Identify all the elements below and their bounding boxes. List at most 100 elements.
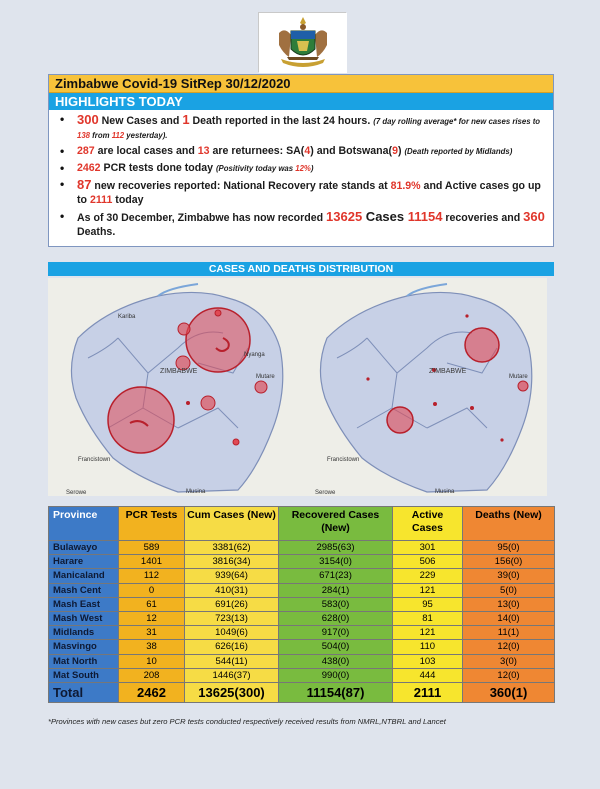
cell-province: Masvingo <box>48 639 119 655</box>
map-label-francistown: Francistown <box>78 457 110 463</box>
cell-province: Harare <box>48 554 119 570</box>
cell-active: 506 <box>392 554 463 570</box>
cell-recovered: 284(1) <box>278 582 393 598</box>
highlight-pcr-tests: 2462 PCR tests done today (Positivity to… <box>60 162 545 176</box>
map-label-nyanga: Nyanga <box>244 352 265 358</box>
cases-map: ZIMBABWE Francistown Serowe Musina Mutar… <box>48 278 298 496</box>
table-body: Bulawayo 589 3381(62) 2985(63) 301 95(0) Harar… <box>48 539 555 683</box>
province-table: Province PCR Tests Cum Cases (New) Recov… <box>48 506 555 703</box>
highlight-local-returnees: 287 are local cases and 13 are returnees… <box>60 145 545 159</box>
sitrep-box: Zimbabwe Covid-19 SitRep 30/12/2020 HIGH… <box>48 74 554 247</box>
cell-deaths: 39(0) <box>462 568 555 584</box>
cell-recovered: 3154(0) <box>278 554 393 570</box>
deaths-map: ZIMBABWE Francistown Serowe Musina Mutar… <box>297 278 547 496</box>
total-active: 2111 <box>392 681 463 703</box>
distribution-heading: CASES AND DEATHS DISTRIBUTION <box>48 262 554 276</box>
map-label-francistown: Francistown <box>327 457 359 463</box>
map-label-serowe: Serowe <box>315 490 336 496</box>
cell-deaths: 5(0) <box>462 582 555 598</box>
cell-pcr: 61 <box>118 596 185 612</box>
cell-province: Manicaland <box>48 568 119 584</box>
cell-pcr: 112 <box>118 568 185 584</box>
cell-active: 121 <box>392 625 463 641</box>
cell-active: 95 <box>392 596 463 612</box>
cell-recovered: 990(0) <box>278 667 393 683</box>
cell-cum: 1049(6) <box>184 625 279 641</box>
cell-pcr: 31 <box>118 625 185 641</box>
table-row: Mash Cent 0 410(31) 284(1) 121 5(0) <box>48 582 555 598</box>
table-row: Mash East 61 691(26) 583(0) 95 13(0) <box>48 596 555 612</box>
cell-cum: 691(26) <box>184 596 279 612</box>
cell-pcr: 208 <box>118 667 185 683</box>
cell-recovered: 2985(63) <box>278 539 393 556</box>
cell-active: 81 <box>392 610 463 627</box>
cell-deaths: 156(0) <box>462 554 555 570</box>
table-row: Midlands 31 1049(6) 917(0) 121 11(1) <box>48 625 555 641</box>
cell-recovered: 504(0) <box>278 639 393 655</box>
header-province: Province <box>48 506 119 541</box>
cell-deaths: 13(0) <box>462 596 555 612</box>
header-recovered: Recovered Cases (New) <box>278 506 393 541</box>
map-label-musina: Musina <box>435 489 455 495</box>
page-title: Zimbabwe Covid-19 SitRep 30/12/2020 <box>49 75 553 93</box>
cell-pcr: 12 <box>118 610 185 627</box>
map-label-kariba: Kariba <box>118 314 136 320</box>
cell-cum: 723(13) <box>184 610 279 627</box>
cell-deaths: 11(1) <box>462 625 555 641</box>
map-label-mutare: Mutare <box>256 374 275 380</box>
cell-deaths: 12(0) <box>462 667 555 683</box>
cell-deaths: 3(0) <box>462 653 555 669</box>
map-label-serowe: Serowe <box>66 490 87 496</box>
map-label-country: ZIMBABWE <box>160 368 198 375</box>
cell-pcr: 0 <box>118 582 185 598</box>
header-deaths: Deaths (New) <box>462 506 555 541</box>
total-label: Total <box>48 681 119 703</box>
cell-active: 103 <box>392 653 463 669</box>
header-active: Active Cases <box>392 506 463 541</box>
cell-active: 229 <box>392 568 463 584</box>
table-header-row: Province PCR Tests Cum Cases (New) Recov… <box>48 506 555 541</box>
coat-of-arms-logo <box>258 12 347 73</box>
cell-cum: 544(11) <box>184 653 279 669</box>
table-row: Masvingo 38 626(16) 504(0) 110 12(0) <box>48 639 555 655</box>
cell-active: 121 <box>392 582 463 598</box>
map-label-mutare: Mutare <box>509 374 528 380</box>
table-row: Mat South 208 1446(37) 990(0) 444 12(0) <box>48 667 555 683</box>
cell-active: 301 <box>392 539 463 556</box>
cell-province: Mash West <box>48 610 119 627</box>
cell-province: Mash East <box>48 596 119 612</box>
cell-province: Mash Cent <box>48 582 119 598</box>
highlight-new-cases: 300 New Cases and 1 Death reported in th… <box>60 113 545 142</box>
cell-recovered: 438(0) <box>278 653 393 669</box>
total-recovered: 11154(87) <box>278 681 393 703</box>
map-label-country: ZIMBABWE <box>429 368 467 375</box>
cell-cum: 1446(37) <box>184 667 279 683</box>
header-pcr-tests: PCR Tests <box>118 506 185 541</box>
total-pcr: 2462 <box>118 681 185 703</box>
cell-province: Mat North <box>48 653 119 669</box>
cell-province: Midlands <box>48 625 119 641</box>
table-row: Harare 1401 3816(34) 3154(0) 506 156(0) <box>48 554 555 570</box>
footnote: *Provinces with new cases but zero PCR t… <box>48 717 446 726</box>
cell-province: Bulawayo <box>48 539 119 556</box>
total-cum: 13625(300) <box>184 681 279 703</box>
cell-cum: 939(64) <box>184 568 279 584</box>
highlights-list: 300 New Cases and 1 Death reported in th… <box>49 110 553 246</box>
cell-deaths: 14(0) <box>462 610 555 627</box>
cell-recovered: 917(0) <box>278 625 393 641</box>
cell-deaths: 95(0) <box>462 539 555 556</box>
cell-cum: 3381(62) <box>184 539 279 556</box>
cell-cum: 410(31) <box>184 582 279 598</box>
cell-pcr: 10 <box>118 653 185 669</box>
cell-active: 444 <box>392 667 463 683</box>
cell-pcr: 38 <box>118 639 185 655</box>
cell-deaths: 12(0) <box>462 639 555 655</box>
highlight-cumulative: As of 30 December, Zimbabwe has now reco… <box>60 210 545 239</box>
cell-cum: 626(16) <box>184 639 279 655</box>
cell-pcr: 589 <box>118 539 185 556</box>
table-row: Mat North 10 544(11) 438(0) 103 3(0) <box>48 653 555 669</box>
cell-recovered: 583(0) <box>278 596 393 612</box>
table-row: Manicaland 112 939(64) 671(23) 229 39(0) <box>48 568 555 584</box>
cell-active: 110 <box>392 639 463 655</box>
cell-pcr: 1401 <box>118 554 185 570</box>
